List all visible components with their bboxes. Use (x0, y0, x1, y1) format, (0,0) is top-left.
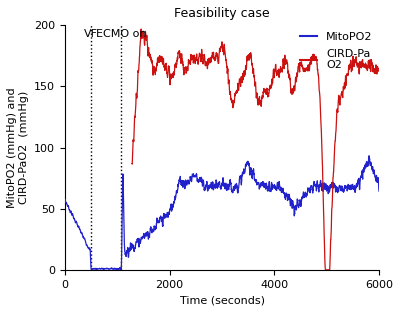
Text: VF: VF (84, 29, 98, 39)
Title: Feasibility case: Feasibility case (174, 7, 270, 20)
X-axis label: Time (seconds): Time (seconds) (180, 295, 264, 305)
Text: ECMO on: ECMO on (96, 29, 147, 39)
Legend: MitoPO2, CIRD-Pa
O2: MitoPO2, CIRD-Pa O2 (296, 27, 377, 75)
Y-axis label: MitoPO2 (mmHg) and
CIRD-PaO2  (mmHg): MitoPO2 (mmHg) and CIRD-PaO2 (mmHg) (7, 87, 28, 208)
